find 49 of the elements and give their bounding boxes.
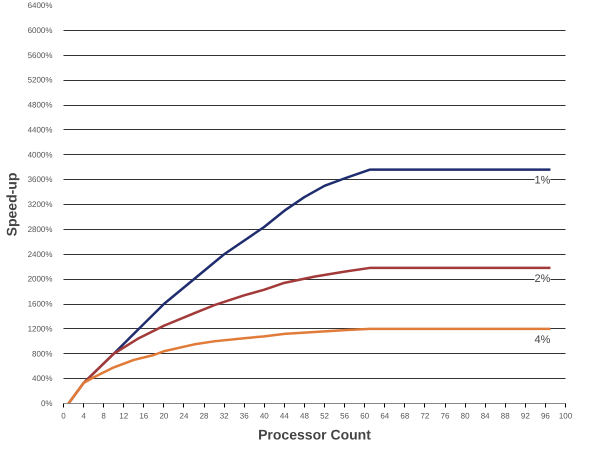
- y-tick-label: 2800%: [28, 224, 53, 234]
- x-axis-title: Processor Count: [258, 426, 372, 442]
- x-tick-label: 4: [81, 412, 86, 420]
- y-tick-label: 4800%: [28, 100, 53, 110]
- x-tick-label: 48: [300, 412, 310, 420]
- x-tick-label: 60: [360, 412, 370, 420]
- series-label: 2%: [534, 272, 551, 285]
- x-tick-label: 56: [340, 412, 350, 420]
- x-tick-label: 52: [320, 412, 330, 420]
- x-tick-label: 84: [480, 412, 490, 420]
- y-tick-label: 5200%: [28, 76, 53, 85]
- y-tick-label: 5600%: [28, 50, 53, 60]
- x-tick-label: 96: [540, 412, 550, 420]
- x-tick-label: 36: [240, 412, 250, 420]
- x-tick-label: 12: [119, 412, 129, 420]
- y-tick-label: 6400%: [28, 1, 53, 10]
- x-tick-label: 40: [260, 412, 270, 420]
- y-tick-label: 4000%: [28, 150, 53, 160]
- y-tick-label: 1600%: [28, 300, 53, 308]
- series-label: 4%: [534, 334, 551, 346]
- y-tick-label: 800%: [32, 349, 53, 358]
- y-tick-label: 3200%: [28, 200, 53, 209]
- x-tick-label: 76: [440, 412, 450, 420]
- y-tick-label: 2400%: [28, 250, 53, 259]
- y-tick-label: 4400%: [28, 125, 53, 134]
- x-tick-label: 0: [61, 412, 66, 420]
- y-axis-title: Speed-up: [4, 172, 20, 236]
- series-label: 1%: [534, 174, 551, 187]
- x-tick-label: 20: [159, 412, 169, 420]
- x-tick-label: 16: [139, 412, 149, 420]
- y-tick-label: 2000%: [28, 274, 53, 284]
- x-tick-label: 64: [380, 412, 390, 420]
- x-tick-label: 28: [200, 412, 210, 420]
- y-tick-label: 400%: [32, 374, 53, 384]
- y-tick-label: 0%: [40, 399, 52, 408]
- y-tick-label: 3600%: [28, 175, 53, 184]
- x-tick-label: 8: [101, 412, 106, 420]
- x-tick-label: 92: [520, 412, 530, 420]
- x-tick-label: 32: [220, 412, 230, 420]
- y-tick-label: 1200%: [28, 324, 53, 334]
- x-tick-label: 80: [460, 412, 470, 420]
- x-tick-label: 68: [400, 412, 410, 420]
- x-tick-label: 100: [558, 412, 573, 420]
- x-tick-label: 24: [180, 412, 189, 420]
- x-tick-label: 44: [280, 412, 290, 420]
- line-series: [67, 328, 552, 404]
- x-tick-label: 88: [500, 412, 510, 420]
- y-tick-label: 6000%: [28, 26, 53, 35]
- x-tick-label: 72: [420, 412, 430, 420]
